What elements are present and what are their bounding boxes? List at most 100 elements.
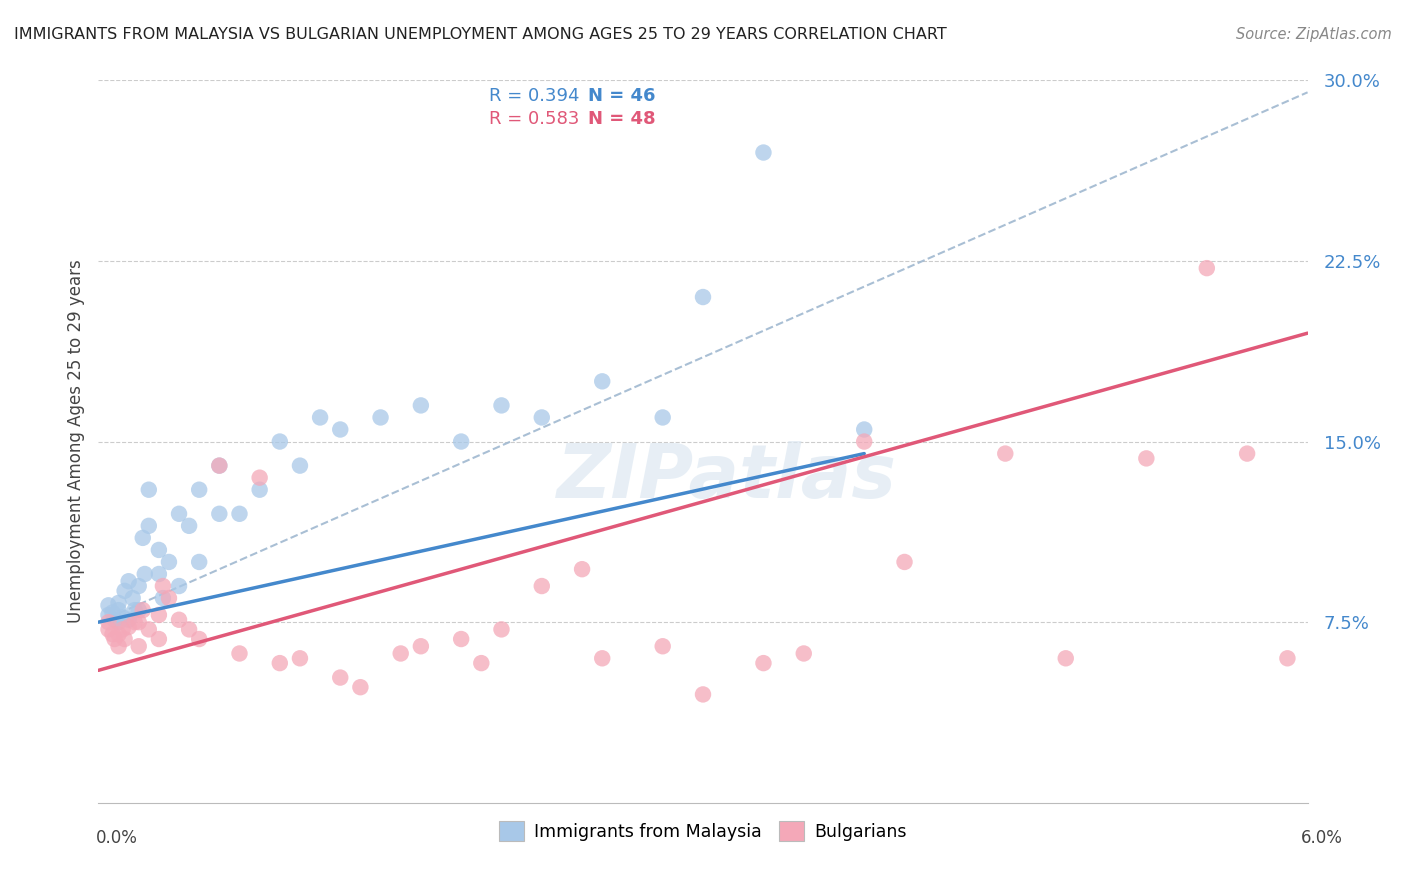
Point — [491, 398, 513, 412]
Point — [752, 656, 775, 670]
Point — [409, 398, 432, 412]
Point — [228, 647, 250, 661]
Text: Source: ZipAtlas.com: Source: ZipAtlas.com — [1236, 27, 1392, 42]
Point — [124, 603, 146, 617]
Legend: Immigrants from Malaysia, Bulgarians: Immigrants from Malaysia, Bulgarians — [492, 814, 914, 848]
Point — [148, 632, 170, 646]
Point — [450, 434, 472, 449]
Text: ZIPatlas: ZIPatlas — [557, 442, 897, 514]
Point — [118, 620, 141, 634]
Point — [1054, 651, 1077, 665]
Point — [1277, 651, 1299, 665]
Point — [1135, 451, 1157, 466]
Text: N = 48: N = 48 — [588, 110, 655, 128]
Point — [107, 639, 129, 653]
Point — [470, 656, 492, 670]
Point — [370, 410, 392, 425]
Point — [853, 422, 876, 436]
Point — [591, 374, 613, 388]
Point — [114, 583, 136, 598]
Point — [134, 567, 156, 582]
Point — [138, 483, 160, 497]
Point — [114, 632, 136, 646]
Point — [651, 410, 673, 425]
Point — [107, 596, 129, 610]
Point — [128, 615, 150, 630]
Point — [389, 647, 412, 661]
Point — [107, 603, 129, 617]
Point — [118, 613, 141, 627]
Text: 0.0%: 0.0% — [96, 829, 138, 847]
Point — [692, 687, 714, 701]
Point — [309, 410, 332, 425]
Point — [288, 651, 311, 665]
Point — [152, 579, 174, 593]
Point — [893, 555, 915, 569]
Point — [152, 591, 174, 605]
Point — [148, 567, 170, 582]
Point — [124, 615, 146, 630]
Point — [853, 434, 876, 449]
Point — [97, 607, 120, 622]
Y-axis label: Unemployment Among Ages 25 to 29 years: Unemployment Among Ages 25 to 29 years — [66, 260, 84, 624]
Point — [329, 422, 352, 436]
Point — [994, 446, 1017, 460]
Point — [208, 458, 231, 473]
Point — [188, 555, 211, 569]
Point — [249, 483, 271, 497]
Point — [651, 639, 673, 653]
Point — [752, 145, 775, 160]
Point — [188, 483, 211, 497]
Point — [692, 290, 714, 304]
Point — [138, 518, 160, 533]
Point — [1236, 446, 1258, 460]
Point — [208, 507, 231, 521]
Text: 6.0%: 6.0% — [1301, 829, 1343, 847]
Point — [188, 632, 211, 646]
Text: R = 0.394: R = 0.394 — [489, 87, 579, 104]
Text: R = 0.583: R = 0.583 — [489, 110, 579, 128]
Point — [103, 632, 125, 646]
Point — [97, 615, 120, 630]
Point — [138, 623, 160, 637]
Point — [1195, 261, 1218, 276]
Point — [591, 651, 613, 665]
Point — [571, 562, 593, 576]
Point — [167, 579, 190, 593]
Point — [107, 615, 129, 630]
Point — [208, 458, 231, 473]
Point — [793, 647, 815, 661]
Point — [101, 606, 124, 620]
Point — [157, 555, 180, 569]
Point — [530, 579, 553, 593]
Point — [132, 603, 155, 617]
Point — [111, 610, 134, 624]
Point — [128, 639, 150, 653]
Point — [288, 458, 311, 473]
Point — [249, 470, 271, 484]
Point — [349, 680, 371, 694]
Point — [97, 623, 120, 637]
Point — [101, 627, 124, 641]
Point — [128, 603, 150, 617]
Point — [103, 613, 125, 627]
Text: N = 46: N = 46 — [588, 87, 655, 104]
Point — [107, 627, 129, 641]
Point — [179, 518, 201, 533]
Point — [228, 507, 250, 521]
Point — [530, 410, 553, 425]
Point — [491, 623, 513, 637]
Point — [157, 591, 180, 605]
Point — [269, 656, 291, 670]
Point — [329, 671, 352, 685]
Point — [269, 434, 291, 449]
Point — [167, 613, 190, 627]
Point — [167, 507, 190, 521]
Text: IMMIGRANTS FROM MALAYSIA VS BULGARIAN UNEMPLOYMENT AMONG AGES 25 TO 29 YEARS COR: IMMIGRANTS FROM MALAYSIA VS BULGARIAN UN… — [14, 27, 946, 42]
Point — [450, 632, 472, 646]
Point — [179, 623, 201, 637]
Point — [111, 623, 134, 637]
Point — [97, 599, 120, 613]
Point — [148, 607, 170, 622]
Point — [148, 542, 170, 557]
